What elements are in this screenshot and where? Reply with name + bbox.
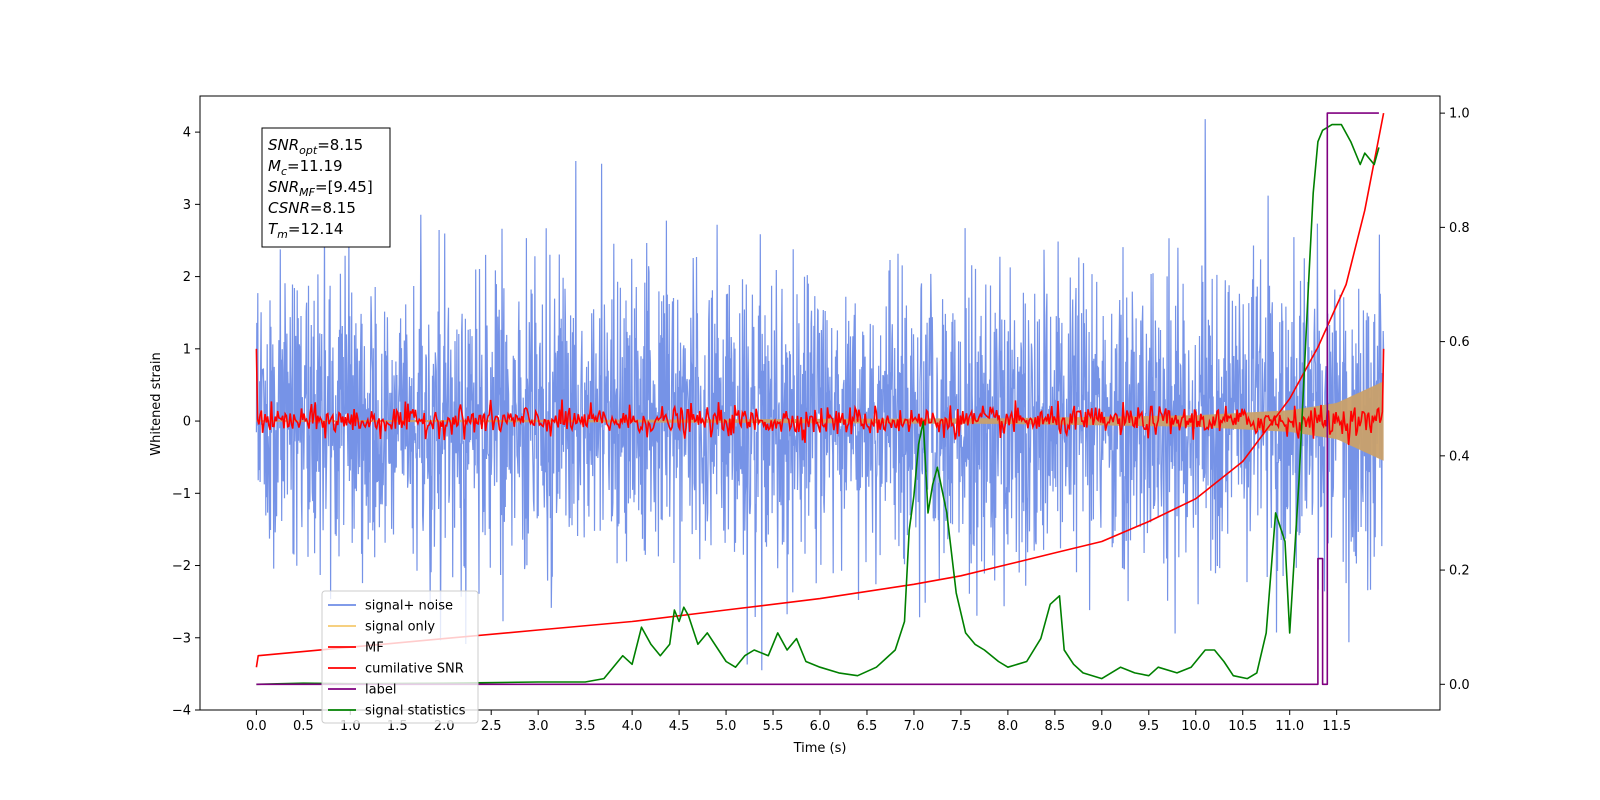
info-box: SNRopt=8.15Mc=11.19SNRMF=[9.45]CSNR=8.15… — [261, 127, 391, 248]
info-line: SNRMF=[9.45] — [268, 178, 373, 199]
y2-tick-label: 1.0 — [1449, 107, 1470, 122]
info-line: Tm=12.14 — [268, 220, 343, 241]
y2-tick-label: 0.0 — [1449, 678, 1470, 693]
y-tick-label: −2 — [172, 559, 191, 574]
x-axis: 0.0 0.5 1.0 1.5 2.0 2.5 3.0 3.5 4.0 4.5 5.0 5.5 6.0 6… — [246, 710, 1351, 734]
legend-frame — [321, 590, 479, 724]
x-tick-label: 5.5 — [763, 719, 784, 734]
legend-label: label — [365, 683, 396, 698]
x-tick-label: 0.5 — [293, 719, 314, 734]
y-axis-left: 4 3 2 1 0 −1 −2 −3 −4 — [172, 126, 200, 719]
y-tick-label: 4 — [183, 126, 191, 141]
x-tick-label: 6.5 — [857, 719, 878, 734]
y-tick-label: 1 — [183, 342, 191, 357]
x-tick-label: 3.5 — [575, 719, 596, 734]
x-tick-label: 4.0 — [622, 719, 643, 734]
y2-tick-label: 0.6 — [1449, 335, 1470, 350]
y-axis-right: 1.0 0.8 0.6 0.4 0.2 0.0 — [1440, 107, 1470, 693]
x-tick-label: 7.5 — [951, 719, 972, 734]
x-tick-label: 8.5 — [1045, 719, 1066, 734]
legend-label: cumilative SNR — [365, 662, 464, 677]
x-tick-label: 2.5 — [481, 719, 502, 734]
series-signal-noise-line — [255, 119, 1385, 671]
legend: signal+ noise signal only MF cumilative SNR… — [321, 590, 479, 724]
y-axis-label: Whitened strain — [149, 352, 164, 455]
info-box-frame — [261, 127, 391, 248]
x-tick-label: 4.5 — [669, 719, 690, 734]
info-line: CSNR=8.15 — [268, 199, 356, 217]
y-tick-label: 0 — [183, 415, 191, 430]
legend-label: signal statistics — [365, 704, 466, 719]
info-line: Mc=11.19 — [268, 157, 343, 178]
x-tick-label: 3.0 — [528, 719, 549, 734]
x-tick-label: 0.0 — [246, 719, 267, 734]
series-mf-line — [255, 348, 1385, 446]
x-tick-label: 11.0 — [1275, 719, 1304, 734]
y-tick-label: 2 — [183, 270, 191, 285]
y-tick-label: −4 — [172, 704, 191, 719]
x-axis-label: Time (s) — [793, 741, 847, 756]
series-signal-statistics-line — [256, 123, 1380, 686]
legend-label: MF — [365, 641, 384, 656]
x-tick-label: 9.0 — [1091, 719, 1112, 734]
y2-tick-label: 0.8 — [1449, 221, 1470, 236]
y-tick-label: −3 — [172, 631, 191, 646]
x-tick-label: 9.5 — [1138, 719, 1159, 734]
y-tick-label: 3 — [183, 198, 191, 213]
y2-tick-label: 0.4 — [1449, 449, 1470, 464]
legend-label: signal only — [365, 620, 435, 635]
info-line: SNRopt=8.15 — [268, 136, 363, 157]
x-tick-label: 11.5 — [1322, 719, 1351, 734]
x-tick-label: 10.0 — [1181, 719, 1210, 734]
y-tick-label: −1 — [172, 487, 191, 502]
legend-label: signal+ noise — [365, 599, 453, 614]
x-tick-label: 8.0 — [998, 719, 1019, 734]
x-tick-label: 6.0 — [810, 719, 831, 734]
x-tick-label: 7.0 — [904, 719, 925, 734]
x-tick-label: 5.0 — [716, 719, 737, 734]
x-tick-label: 10.5 — [1228, 719, 1257, 734]
y2-tick-label: 0.2 — [1449, 564, 1470, 579]
series-label-line — [256, 112, 1379, 686]
